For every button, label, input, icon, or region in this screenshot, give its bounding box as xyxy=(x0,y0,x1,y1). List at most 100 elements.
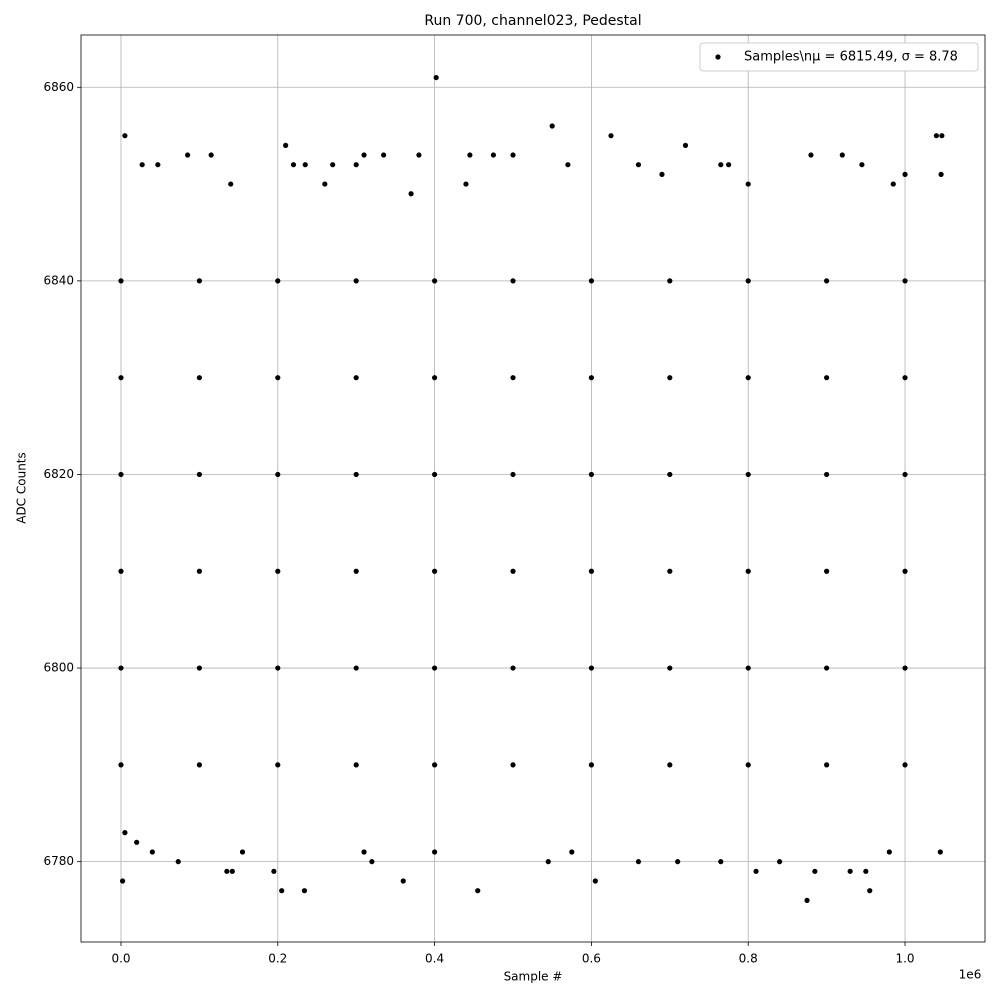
point xyxy=(228,181,234,187)
y-tick-label: 6840 xyxy=(43,273,74,287)
point xyxy=(279,888,285,894)
point xyxy=(902,471,908,478)
point xyxy=(155,162,161,168)
point xyxy=(824,278,830,284)
x-tick-label: 0.0 xyxy=(111,952,130,966)
point xyxy=(886,849,892,855)
point xyxy=(353,278,359,284)
point xyxy=(175,859,181,865)
point xyxy=(667,375,673,381)
point xyxy=(353,375,359,381)
point xyxy=(196,762,202,768)
point xyxy=(224,868,230,874)
point xyxy=(745,181,751,187)
point xyxy=(902,665,908,671)
point xyxy=(804,897,810,903)
x-tick-label: 0.8 xyxy=(739,952,758,966)
point xyxy=(675,859,681,865)
point xyxy=(275,471,281,478)
point xyxy=(229,868,235,874)
point xyxy=(196,568,202,574)
point xyxy=(196,375,202,381)
point xyxy=(863,868,869,874)
point xyxy=(510,762,516,768)
point xyxy=(119,878,126,884)
point xyxy=(588,375,595,381)
point xyxy=(824,568,830,574)
point xyxy=(118,278,124,284)
point xyxy=(196,278,202,284)
point xyxy=(939,133,945,139)
point xyxy=(432,375,438,381)
point xyxy=(902,762,908,768)
legend-label: Samples\nμ = 6815.49, σ = 8.78 xyxy=(744,50,958,65)
point xyxy=(118,375,124,381)
point xyxy=(271,868,277,874)
point xyxy=(149,849,155,855)
point xyxy=(353,665,359,671)
point xyxy=(381,152,387,158)
point xyxy=(510,152,516,158)
point xyxy=(745,762,751,768)
point xyxy=(283,142,289,148)
x-offset-label: 1e6 xyxy=(959,968,982,982)
chart-title: Run 700, channel023, Pedestal xyxy=(424,13,641,29)
x-tick-label: 0.2 xyxy=(268,952,287,966)
point xyxy=(824,471,830,478)
point xyxy=(824,375,830,381)
point xyxy=(122,133,128,139)
point xyxy=(275,762,281,768)
point xyxy=(565,162,571,168)
point xyxy=(208,152,214,158)
point xyxy=(467,152,473,158)
x-tick-label: 0.4 xyxy=(425,952,444,966)
point xyxy=(118,471,124,478)
point xyxy=(592,878,598,884)
point xyxy=(588,568,595,574)
point xyxy=(475,888,481,894)
point xyxy=(275,665,281,671)
point xyxy=(745,278,751,284)
point xyxy=(433,74,439,81)
point xyxy=(667,278,673,284)
point xyxy=(275,375,281,381)
point xyxy=(353,471,359,478)
point xyxy=(635,162,642,168)
point xyxy=(808,152,814,158)
point xyxy=(490,152,497,158)
point xyxy=(545,859,551,865)
point xyxy=(302,162,308,168)
point xyxy=(510,665,516,671)
point xyxy=(510,471,516,478)
point xyxy=(301,888,308,894)
point xyxy=(635,859,642,865)
point xyxy=(353,762,359,768)
point xyxy=(353,568,359,574)
point xyxy=(588,762,595,768)
plot-frame xyxy=(80,34,986,943)
point xyxy=(432,568,438,574)
point xyxy=(432,665,438,671)
legend-marker xyxy=(715,54,721,60)
y-tick-label: 6860 xyxy=(43,80,74,94)
point xyxy=(824,762,830,768)
point xyxy=(745,471,751,478)
point xyxy=(185,152,191,158)
point xyxy=(510,278,516,284)
point xyxy=(118,665,124,671)
x-axis-label: Sample # xyxy=(504,970,563,984)
x-tick-label: 0.6 xyxy=(582,952,601,966)
x-tick-label: 1.0 xyxy=(895,952,914,966)
point xyxy=(745,568,751,574)
point xyxy=(369,859,375,865)
point xyxy=(608,133,614,139)
point xyxy=(867,888,873,894)
point xyxy=(432,849,438,855)
point xyxy=(859,162,865,168)
point xyxy=(118,762,124,768)
point xyxy=(753,868,759,874)
y-axis-label: ADC Counts xyxy=(15,452,29,524)
point xyxy=(726,162,732,168)
point xyxy=(824,665,830,671)
